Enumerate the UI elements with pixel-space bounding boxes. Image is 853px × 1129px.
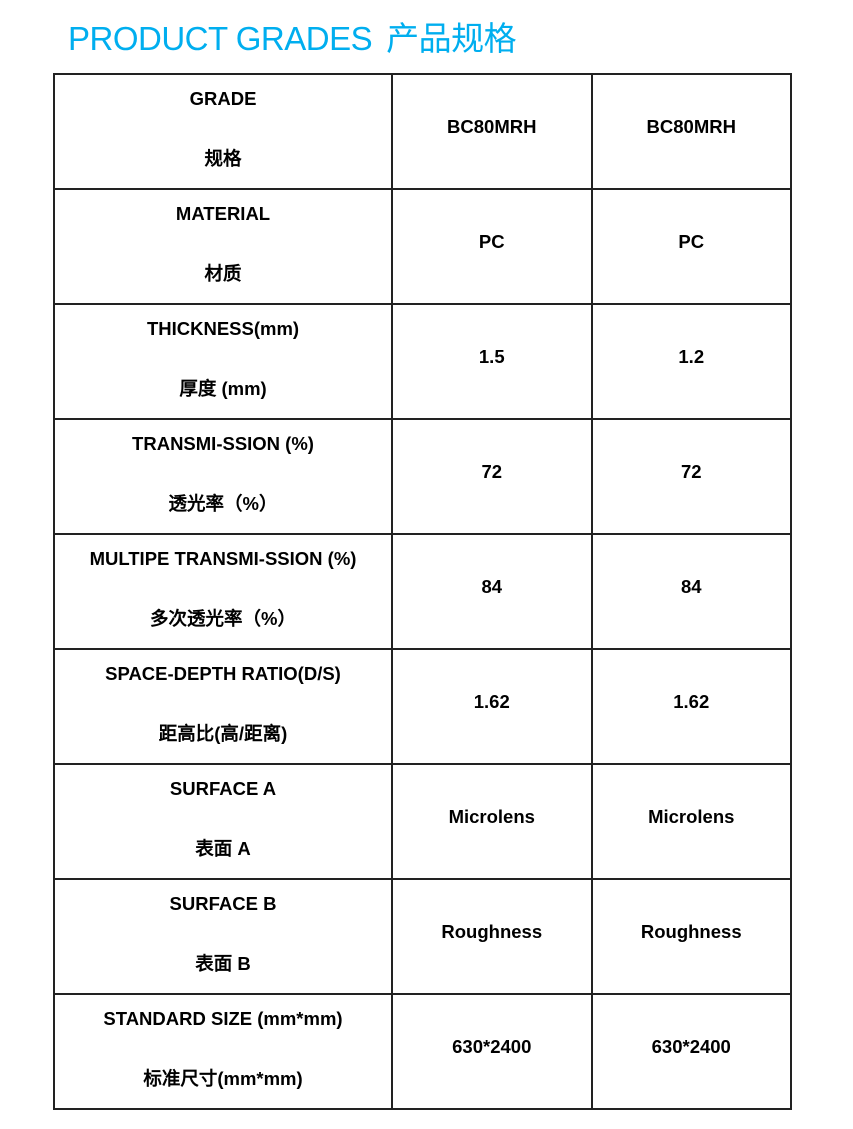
cell-value: Microlens (448, 806, 535, 827)
label-en: SPACE-DEPTH RATIO(D/S) (105, 663, 341, 684)
table-row: MULTIPE TRANSMI-SSION (%) 多次透光率（%） 84 84 (52, 533, 792, 650)
label-en: THICKNESS(mm) (146, 318, 300, 339)
value-cell: BC80MRH (391, 73, 593, 190)
cell-value: PC (478, 231, 505, 252)
cell-value: 630*2400 (452, 1036, 532, 1057)
value-cell: 1.62 (391, 648, 593, 765)
label-cn: 标准尺寸(mm*mm) (143, 1068, 303, 1089)
label-en: SURFACE A (169, 778, 277, 799)
row-label: SPACE-DEPTH RATIO(D/S) 距高比(高/距离) (52, 648, 394, 765)
value-cell: Roughness (590, 878, 792, 995)
label-en: MULTIPE TRANSMI-SSION (%) (89, 548, 357, 569)
value-cell: 72 (590, 418, 792, 535)
row-label: TRANSMI-SSION (%) 透光率（%） (52, 418, 394, 535)
label-cn: 透光率（%） (168, 493, 278, 514)
value-cell: PC (391, 188, 593, 305)
value-cell: Microlens (391, 763, 593, 880)
cell-value: 1.62 (673, 691, 710, 712)
cell-value: 84 (481, 576, 503, 597)
cell-value: Roughness (640, 921, 742, 942)
label-en: SURFACE B (169, 893, 277, 914)
value-cell: Microlens (590, 763, 792, 880)
table-row: SURFACE A 表面 A Microlens Microlens (52, 763, 792, 880)
value-cell: 1.62 (590, 648, 792, 765)
value-cell: 84 (590, 533, 792, 650)
table-row: THICKNESS(mm) 厚度 (mm) 1.5 1.2 (52, 303, 792, 420)
cell-value: 1.2 (678, 346, 705, 367)
label-cn: 厚度 (mm) (179, 378, 267, 399)
value-cell: 630*2400 (391, 993, 593, 1110)
row-label: THICKNESS(mm) 厚度 (mm) (52, 303, 394, 420)
row-label: STANDARD SIZE (mm*mm) 标准尺寸(mm*mm) (52, 993, 394, 1110)
label-cn: 表面 A (195, 838, 251, 859)
table-row: GRADE 规格 BC80MRH BC80MRH (52, 73, 792, 190)
cell-value: Roughness (441, 921, 543, 942)
cell-value: 72 (680, 461, 702, 482)
row-label: SURFACE B 表面 B (52, 878, 394, 995)
cell-value: PC (678, 231, 705, 252)
cell-value: 630*2400 (651, 1036, 731, 1057)
cell-value: BC80MRH (447, 116, 537, 137)
value-cell: 1.5 (391, 303, 593, 420)
table-row: SURFACE B 表面 B Roughness Roughness (52, 878, 792, 995)
label-en: TRANSMI-SSION (%) (132, 433, 314, 454)
label-en: GRADE (189, 88, 257, 109)
label-en: MATERIAL (175, 203, 271, 224)
product-grades-table: GRADE 规格 BC80MRH BC80MRH MATERIAL 材质 PC PC THICK… (52, 73, 792, 1110)
table-row: MATERIAL 材质 PC PC (52, 188, 792, 305)
value-cell: 84 (391, 533, 593, 650)
value-cell: 72 (391, 418, 593, 535)
row-label: GRADE 规格 (52, 73, 394, 190)
row-label: SURFACE A 表面 A (52, 763, 394, 880)
value-cell: Roughness (391, 878, 593, 995)
label-cn: 多次透光率（%） (150, 608, 296, 629)
title-cn: 产品规格 (386, 19, 517, 58)
cell-value: 1.62 (473, 691, 510, 712)
cell-value: 84 (680, 576, 702, 597)
label-cn: 表面 B (195, 953, 251, 974)
label-cn: 材质 (204, 263, 242, 284)
label-en: STANDARD SIZE (mm*mm) (103, 1008, 343, 1029)
value-cell: 1.2 (590, 303, 792, 420)
row-label: MULTIPE TRANSMI-SSION (%) 多次透光率（%） (52, 533, 394, 650)
row-label: MATERIAL 材质 (52, 188, 394, 305)
cell-value: 72 (481, 461, 503, 482)
cell-value: 1.5 (478, 346, 505, 367)
title-en: PRODUCT GRADES (68, 20, 373, 57)
value-cell: BC80MRH (590, 73, 792, 190)
table-row: SPACE-DEPTH RATIO(D/S) 距高比(高/距离) 1.62 1.62 (52, 648, 792, 765)
table-row: STANDARD SIZE (mm*mm) 标准尺寸(mm*mm) 630*2400… (52, 993, 792, 1110)
value-cell: PC (590, 188, 792, 305)
table-row: TRANSMI-SSION (%) 透光率（%） 72 72 (52, 418, 792, 535)
page-title: PRODUCT GRADES 产品规格 (68, 12, 517, 60)
cell-value: BC80MRH (646, 116, 736, 137)
label-cn: 距高比(高/距离) (158, 723, 288, 744)
label-cn: 规格 (204, 148, 242, 169)
cell-value: Microlens (648, 806, 735, 827)
value-cell: 630*2400 (590, 993, 792, 1110)
